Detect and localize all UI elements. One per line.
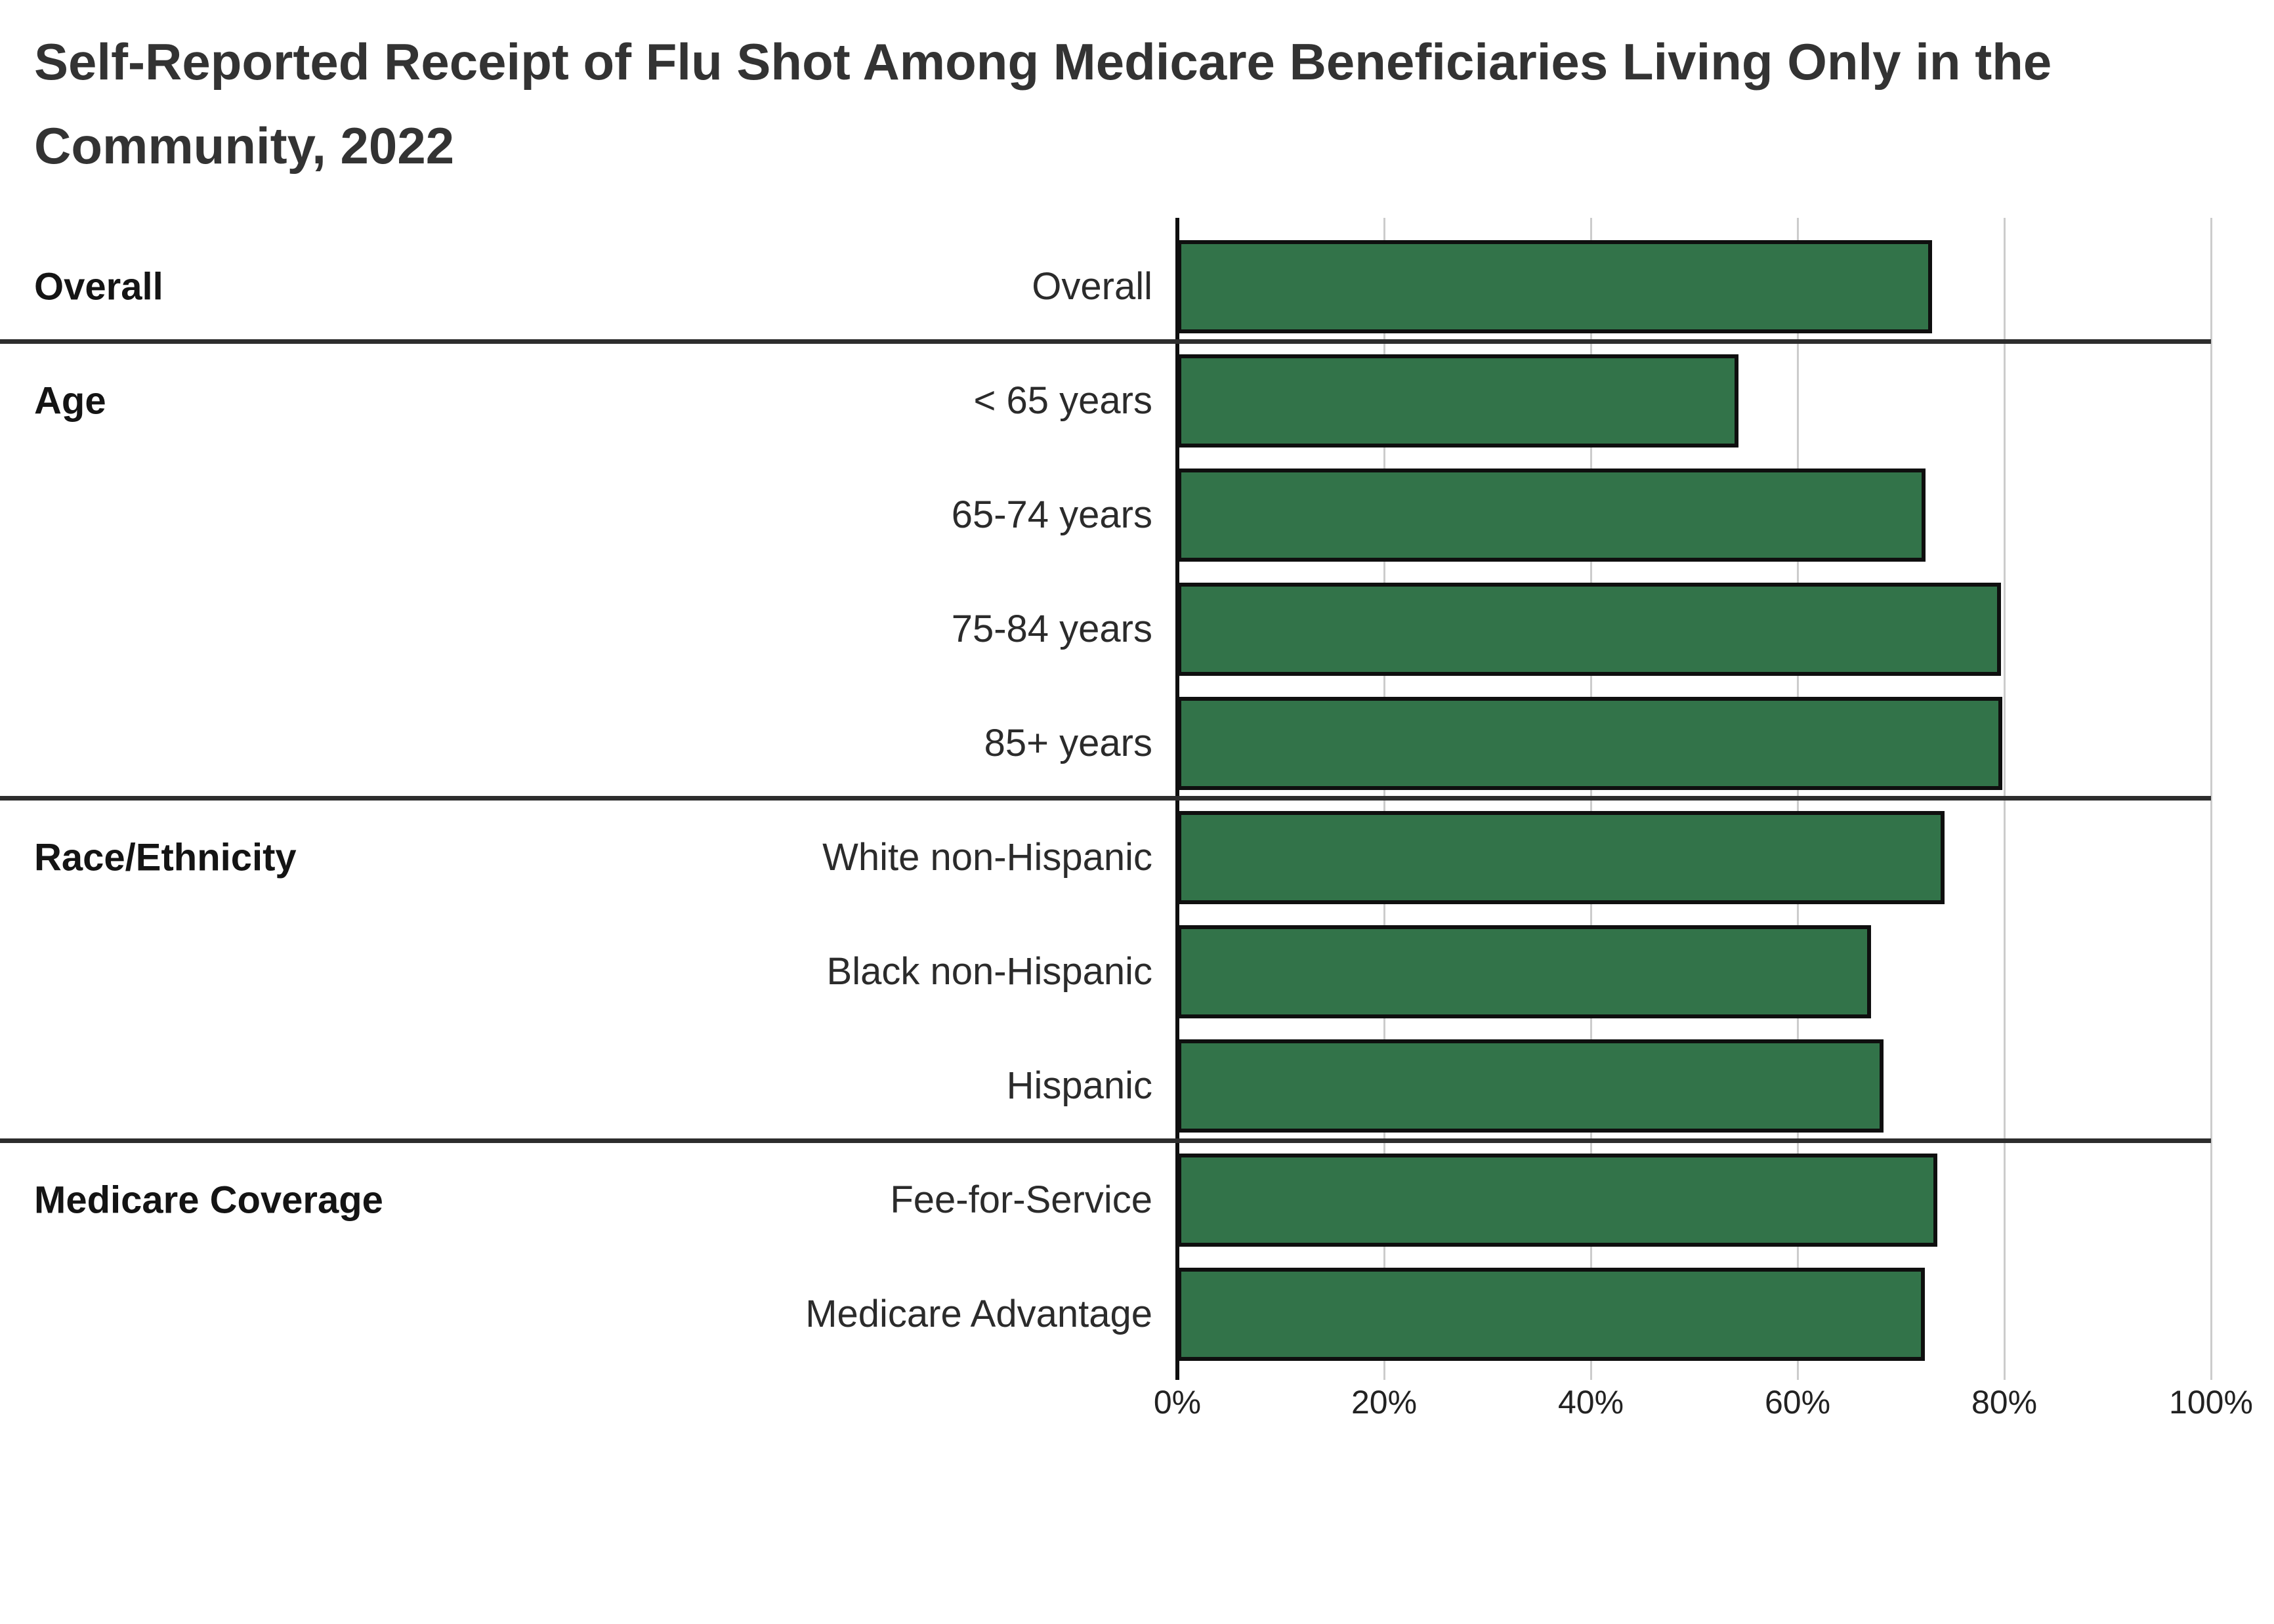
- bar-label: < 65 years: [973, 379, 1152, 422]
- section-divider: [0, 1138, 2211, 1143]
- bar-label: Black non-Hispanic: [826, 950, 1152, 993]
- tick-label: 40%: [1557, 1384, 1624, 1421]
- bar-label: 75-84 years: [951, 608, 1152, 650]
- tick-label: 20%: [1351, 1384, 1418, 1421]
- section-label: Medicare Coverage: [34, 1178, 383, 1222]
- tick-label: 60%: [1764, 1384, 1831, 1421]
- section-label: Age: [34, 379, 106, 423]
- tick-label: 0%: [1153, 1384, 1202, 1421]
- bar-label: White non-Hispanic: [822, 836, 1152, 879]
- bar: [1177, 468, 1926, 562]
- bar: [1177, 811, 1945, 904]
- chart-title-line-2: Community, 2022: [34, 117, 455, 175]
- bar: [1177, 1154, 1937, 1247]
- bar: [1177, 697, 2002, 790]
- bar: [1177, 583, 2002, 676]
- bar: [1177, 240, 1932, 333]
- section-label: Overall: [34, 265, 163, 308]
- section-label: Race/Ethnicity: [34, 836, 297, 879]
- bar-label: Overall: [1032, 265, 1152, 308]
- gridline: [2210, 218, 2212, 1380]
- tick-label: 80%: [1971, 1384, 2038, 1421]
- bar-label: Fee-for-Service: [890, 1178, 1152, 1221]
- section-divider: [0, 339, 2211, 344]
- bar-label: 65-74 years: [951, 493, 1152, 536]
- chart-title: Self-Reported Receipt of Flu Shot Among …: [34, 20, 2252, 188]
- bar: [1177, 1039, 1884, 1133]
- bar-label: 85+ years: [984, 722, 1152, 764]
- bar: [1177, 925, 1871, 1018]
- bar: [1177, 354, 1739, 448]
- section-divider: [0, 796, 2211, 801]
- tick-label: 100%: [2169, 1384, 2253, 1421]
- bar-label: Hispanic: [1006, 1064, 1152, 1107]
- chart-title-line-1: Self-Reported Receipt of Flu Shot Among …: [34, 33, 2052, 91]
- bar: [1177, 1268, 1925, 1361]
- bar-label: Medicare Advantage: [805, 1293, 1152, 1335]
